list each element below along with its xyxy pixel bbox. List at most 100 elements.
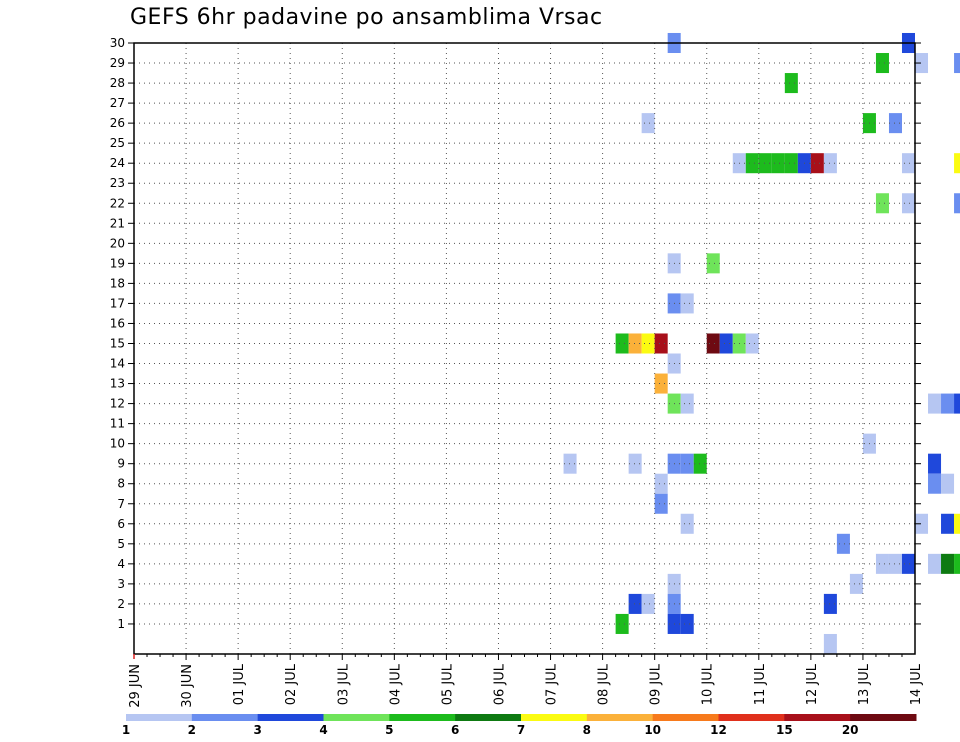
x-tick-label: 01 JUL bbox=[232, 663, 247, 705]
legend-swatch bbox=[323, 714, 390, 721]
heatmap-cell bbox=[941, 553, 955, 574]
legend-swatch bbox=[455, 714, 522, 721]
y-tick-label: 9 bbox=[117, 457, 125, 471]
heatmap-cell bbox=[563, 453, 577, 474]
legend-label: 20 bbox=[842, 723, 859, 737]
x-tick-label: 08 JUL bbox=[597, 663, 612, 705]
heatmap-cell bbox=[745, 153, 759, 174]
heatmap-cell bbox=[915, 513, 929, 534]
y-tick-label: 12 bbox=[110, 397, 125, 411]
x-tick-label: 07 JUL bbox=[545, 663, 560, 705]
heatmap-cell bbox=[954, 393, 960, 414]
legend-label: 8 bbox=[583, 723, 591, 737]
y-tick-label: 15 bbox=[110, 336, 125, 350]
y-tick-label: 13 bbox=[110, 377, 125, 391]
y-tick-label: 2 bbox=[117, 597, 125, 611]
y-tick-label: 18 bbox=[110, 276, 125, 290]
heatmap-cell bbox=[628, 333, 642, 354]
y-tick-label: 27 bbox=[110, 96, 125, 110]
x-tick-label: 12 JUL bbox=[805, 663, 820, 705]
heatmap-cell bbox=[928, 453, 942, 474]
x-tick-label: 10 JUL bbox=[701, 663, 716, 705]
heatmap-cell bbox=[654, 333, 668, 354]
x-tick-label: 02 JUL bbox=[284, 663, 299, 705]
y-tick-label: 20 bbox=[110, 236, 125, 250]
heatmap-cell bbox=[941, 513, 955, 534]
legend-label: 6 bbox=[451, 723, 459, 737]
y-tick-label: 4 bbox=[117, 557, 125, 571]
y-tick-label: 10 bbox=[110, 437, 125, 451]
plot-frame bbox=[133, 42, 916, 655]
color-legend: 1 2 3 4 5 6 7 8 10 12 15 20 bbox=[122, 714, 917, 737]
heatmap-cell bbox=[915, 53, 929, 74]
heatmap-cell bbox=[628, 453, 642, 474]
heatmap-cell bbox=[928, 473, 942, 494]
y-tick-label: 19 bbox=[110, 256, 125, 270]
y-tick-label: 26 bbox=[110, 116, 125, 130]
legend-swatch bbox=[191, 714, 259, 721]
legend-swatch bbox=[126, 714, 193, 721]
heatmap-cells bbox=[563, 32, 960, 654]
heatmap-cell bbox=[615, 613, 629, 634]
heatmap-cell bbox=[771, 153, 785, 174]
legend-swatch bbox=[257, 714, 324, 721]
y-tick-label: 25 bbox=[110, 136, 125, 150]
x-axis: 29 JUN 30 JUN 01 JUL 02 JUL 03 JUL 04 JUL 05 J… bbox=[128, 654, 924, 708]
legend-label: 4 bbox=[319, 723, 327, 737]
heatmap-cell bbox=[654, 493, 668, 514]
heatmap-cell bbox=[706, 333, 720, 354]
y-tick-label: 16 bbox=[110, 316, 125, 330]
x-tick-label: 29 JUN bbox=[128, 664, 143, 708]
heatmap-cell bbox=[706, 253, 720, 274]
heatmap-cell bbox=[784, 73, 798, 94]
legend-swatch bbox=[652, 714, 719, 721]
heatmap-cell bbox=[745, 333, 759, 354]
x-tick-label: 09 JUL bbox=[649, 663, 664, 705]
y-tick-label: 17 bbox=[110, 296, 125, 310]
y-tick-label: 7 bbox=[117, 497, 125, 511]
y-tick-label: 11 bbox=[110, 417, 125, 431]
heatmap-cell bbox=[641, 593, 655, 614]
y-tick-label: 30 bbox=[110, 36, 125, 50]
heatmap-cell bbox=[680, 613, 694, 634]
legend-label: 1 bbox=[122, 723, 130, 737]
y-tick-label: 29 bbox=[110, 56, 125, 70]
heatmap-cell bbox=[654, 373, 668, 394]
x-tick-label: 30 JUN bbox=[180, 664, 195, 708]
heatmap-cell bbox=[954, 513, 960, 534]
legend-label: 5 bbox=[385, 723, 393, 737]
heatmap-cell bbox=[823, 633, 837, 654]
x-tick-label: 14 JUL bbox=[909, 663, 924, 705]
heatmap-cell bbox=[680, 293, 694, 314]
heatmap-cell bbox=[888, 553, 902, 574]
heatmap-cell bbox=[954, 193, 960, 214]
heatmap-cell bbox=[823, 593, 837, 614]
heatmap-cell bbox=[901, 193, 915, 214]
heatmap-cell bbox=[628, 593, 642, 614]
legend-label: 3 bbox=[253, 723, 261, 737]
heatmap-cell bbox=[954, 153, 960, 174]
legend-label: 12 bbox=[710, 723, 727, 737]
legend-label: 10 bbox=[644, 723, 661, 737]
heatmap-cell bbox=[784, 153, 798, 174]
heatmap-cell bbox=[641, 113, 655, 134]
heatmap-cell bbox=[954, 53, 960, 74]
legend-swatch bbox=[784, 714, 851, 721]
y-tick-label: 22 bbox=[110, 196, 125, 210]
heatmap-cell bbox=[954, 553, 960, 574]
x-tick-label: 11 JUL bbox=[753, 663, 768, 705]
heatmap-cell bbox=[928, 553, 942, 574]
x-tick-label: 06 JUL bbox=[492, 663, 507, 705]
heatmap-cell bbox=[680, 453, 694, 474]
y-axis: 1234567891011121314151617181920212223242… bbox=[110, 36, 921, 631]
heatmap-cell bbox=[810, 153, 824, 174]
y-tick-label: 8 bbox=[117, 477, 125, 491]
y-tick-label: 5 bbox=[117, 537, 125, 551]
y-tick-label: 3 bbox=[117, 577, 125, 591]
heatmap-cell bbox=[836, 533, 850, 554]
y-tick-label: 28 bbox=[110, 76, 125, 90]
legend-swatch bbox=[389, 714, 456, 721]
y-tick-label: 1 bbox=[117, 617, 125, 631]
heatmap-cell bbox=[941, 393, 955, 414]
